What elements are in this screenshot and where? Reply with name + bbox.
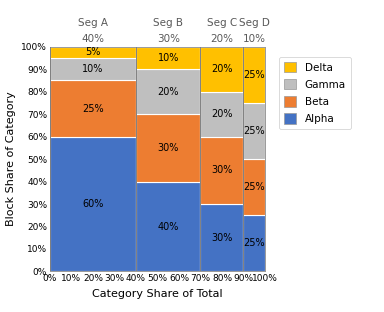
- Text: 40%: 40%: [81, 34, 104, 44]
- Text: 40%: 40%: [157, 222, 179, 232]
- Text: Seg B: Seg B: [153, 18, 183, 28]
- Text: 30%: 30%: [211, 165, 233, 175]
- Text: 25%: 25%: [243, 182, 265, 192]
- Bar: [136, 182, 200, 271]
- Text: Seg A: Seg A: [78, 18, 108, 28]
- Text: 30%: 30%: [157, 34, 180, 44]
- Text: 25%: 25%: [243, 70, 265, 80]
- Bar: [200, 47, 243, 92]
- Bar: [200, 92, 243, 137]
- Text: 10%: 10%: [243, 34, 266, 44]
- Text: 5%: 5%: [85, 47, 101, 57]
- Text: 25%: 25%: [243, 126, 265, 136]
- Text: 20%: 20%: [157, 87, 179, 97]
- Text: 20%: 20%: [211, 109, 233, 119]
- Bar: [50, 47, 136, 58]
- Bar: [50, 80, 136, 137]
- Bar: [243, 215, 265, 271]
- Bar: [243, 47, 265, 103]
- Bar: [50, 58, 136, 80]
- Text: 25%: 25%: [243, 238, 265, 248]
- Text: 10%: 10%: [82, 64, 104, 74]
- Text: Seg C: Seg C: [207, 18, 237, 28]
- Bar: [243, 103, 265, 159]
- Text: 60%: 60%: [82, 199, 104, 209]
- Bar: [200, 204, 243, 271]
- Bar: [50, 137, 136, 271]
- Bar: [136, 114, 200, 182]
- Text: 30%: 30%: [211, 233, 233, 243]
- Bar: [136, 47, 200, 69]
- Text: 25%: 25%: [82, 104, 104, 114]
- Bar: [136, 69, 200, 114]
- Text: 30%: 30%: [157, 143, 179, 153]
- Text: 20%: 20%: [210, 34, 233, 44]
- Y-axis label: Block Share of Category: Block Share of Category: [6, 92, 16, 227]
- X-axis label: Category Share of Total: Category Share of Total: [92, 289, 223, 299]
- Bar: [200, 137, 243, 204]
- Text: 20%: 20%: [211, 64, 233, 74]
- Text: Seg D: Seg D: [239, 18, 270, 28]
- Text: 10%: 10%: [157, 53, 179, 63]
- Legend: Delta, Gamma, Beta, Alpha: Delta, Gamma, Beta, Alpha: [279, 56, 351, 129]
- Bar: [243, 159, 265, 215]
